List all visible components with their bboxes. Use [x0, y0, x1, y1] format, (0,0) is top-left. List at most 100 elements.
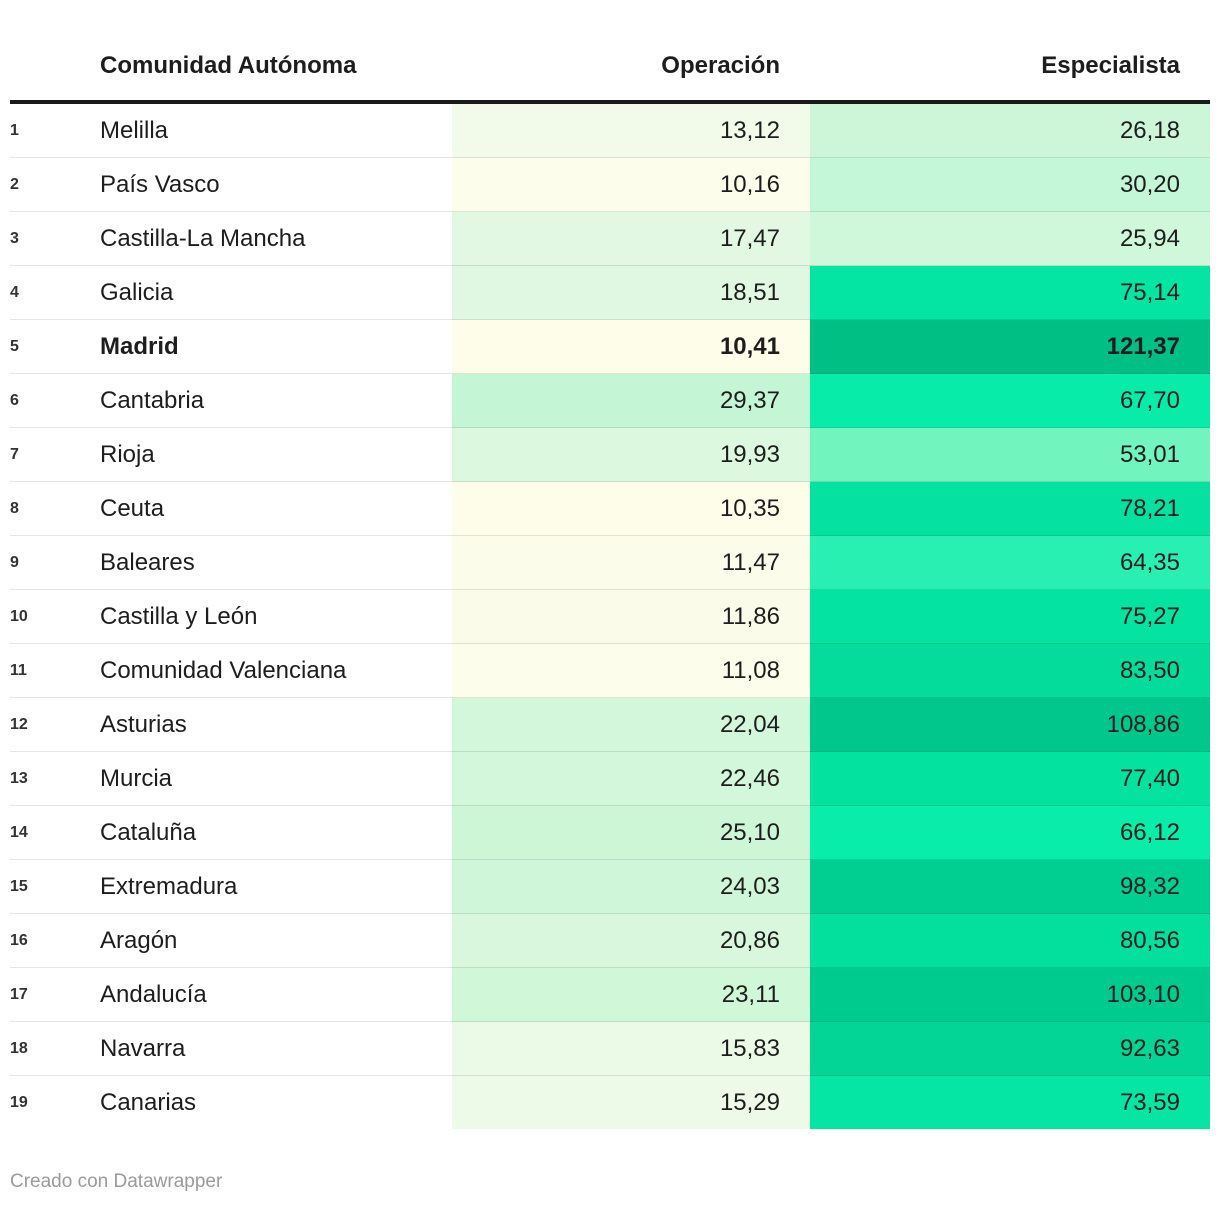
table-row: 19 Canarias 15,29 73,59	[10, 1075, 1210, 1129]
name-cell: Cantabria	[100, 373, 452, 428]
operacion-cell: 13,12	[452, 102, 810, 158]
especialista-cell: 92,63	[810, 1021, 1210, 1076]
operacion-cell: 22,04	[452, 697, 810, 752]
especialista-cell: 73,59	[810, 1075, 1210, 1129]
name-cell: Baleares	[100, 535, 452, 590]
rank-cell: 14	[10, 805, 100, 860]
operacion-cell: 17,47	[452, 211, 810, 266]
especialista-cell: 64,35	[810, 535, 1210, 590]
name-cell: Extremadura	[100, 859, 452, 914]
table-row: 10 Castilla y León 11,86 75,27	[10, 589, 1210, 644]
table-row: 3 Castilla-La Mancha 17,47 25,94	[10, 211, 1210, 266]
table-row: 4 Galicia 18,51 75,14	[10, 265, 1210, 320]
operacion-cell: 15,29	[452, 1075, 810, 1129]
rank-cell: 12	[10, 697, 100, 752]
name-cell: País Vasco	[100, 157, 452, 212]
column-header-especialista: Especialista	[810, 30, 1210, 104]
operacion-cell: 10,41	[452, 319, 810, 374]
name-cell: Canarias	[100, 1075, 452, 1129]
name-cell: Navarra	[100, 1021, 452, 1076]
table-row: 2 País Vasco 10,16 30,20	[10, 157, 1210, 212]
rank-cell: 8	[10, 481, 100, 536]
name-cell: Ceuta	[100, 481, 452, 536]
datawrapper-table-chart: Comunidad Autónoma Operación Especialist…	[0, 30, 1220, 1193]
operacion-cell: 11,86	[452, 589, 810, 644]
name-cell: Cataluña	[100, 805, 452, 860]
especialista-cell: 30,20	[810, 157, 1210, 212]
table-row: 6 Cantabria 29,37 67,70	[10, 373, 1210, 428]
rank-cell: 13	[10, 751, 100, 806]
name-cell: Comunidad Valenciana	[100, 643, 452, 698]
rank-cell: 11	[10, 643, 100, 698]
heatmap-table: Comunidad Autónoma Operación Especialist…	[10, 30, 1210, 1129]
especialista-cell: 108,86	[810, 697, 1210, 752]
name-cell: Castilla y León	[100, 589, 452, 644]
especialista-cell: 75,27	[810, 589, 1210, 644]
rank-cell: 6	[10, 373, 100, 428]
especialista-cell: 66,12	[810, 805, 1210, 860]
operacion-cell: 29,37	[452, 373, 810, 428]
operacion-cell: 25,10	[452, 805, 810, 860]
table-row: 1 Melilla 13,12 26,18	[10, 102, 1210, 158]
rank-cell: 10	[10, 589, 100, 644]
rank-cell: 15	[10, 859, 100, 914]
table-row: 13 Murcia 22,46 77,40	[10, 751, 1210, 806]
rank-cell: 5	[10, 319, 100, 374]
name-cell: Murcia	[100, 751, 452, 806]
especialista-cell: 98,32	[810, 859, 1210, 914]
table-row: 15 Extremadura 24,03 98,32	[10, 859, 1210, 914]
table-row: 11 Comunidad Valenciana 11,08 83,50	[10, 643, 1210, 698]
datawrapper-credit-link[interactable]: Creado con Datawrapper	[10, 1171, 223, 1192]
name-cell: Rioja	[100, 427, 452, 482]
name-cell: Andalucía	[100, 967, 452, 1022]
rank-cell: 16	[10, 913, 100, 968]
column-header-rank	[10, 30, 100, 104]
name-cell: Melilla	[100, 116, 169, 144]
table-row: 17 Andalucía 23,11 103,10	[10, 967, 1210, 1022]
rank-cell: 9	[10, 535, 100, 590]
table-row: 5 Madrid 10,41 121,37	[10, 319, 1210, 374]
name-cell: Galicia	[100, 265, 452, 320]
column-header-operacion: Operación	[452, 30, 810, 104]
rank-cell: 1	[10, 121, 19, 139]
name-cell: Aragón	[100, 913, 452, 968]
table-row: 16 Aragón 20,86 80,56	[10, 913, 1210, 968]
column-header-comunidad: Comunidad Autónoma	[100, 30, 452, 104]
operacion-cell: 24,03	[452, 859, 810, 914]
especialista-cell: 67,70	[810, 373, 1210, 428]
especialista-cell: 26,18	[810, 102, 1210, 158]
rank-cell: 3	[10, 211, 100, 266]
table-row: 18 Navarra 15,83 92,63	[10, 1021, 1210, 1076]
especialista-cell: 75,14	[810, 265, 1210, 320]
table-row: 14 Cataluña 25,10 66,12	[10, 805, 1210, 860]
especialista-cell: 121,37	[810, 319, 1210, 374]
table-body: 1 Melilla 13,12 26,18 2 País Vasco 10,16…	[10, 102, 1210, 1129]
operacion-cell: 15,83	[452, 1021, 810, 1076]
operacion-cell: 23,11	[452, 967, 810, 1022]
table-row: 7 Rioja 19,93 53,01	[10, 427, 1210, 482]
especialista-cell: 53,01	[810, 427, 1210, 482]
operacion-cell: 19,93	[452, 427, 810, 482]
especialista-cell: 25,94	[810, 211, 1210, 266]
operacion-cell: 10,16	[452, 157, 810, 212]
especialista-cell: 83,50	[810, 643, 1210, 698]
rank-cell: 7	[10, 427, 100, 482]
especialista-cell: 77,40	[810, 751, 1210, 806]
operacion-cell: 18,51	[452, 265, 810, 320]
name-cell: Madrid	[100, 319, 452, 374]
operacion-cell: 11,08	[452, 643, 810, 698]
operacion-cell: 20,86	[452, 913, 810, 968]
table-header: Comunidad Autónoma Operación Especialist…	[10, 30, 1210, 104]
name-cell: Asturias	[100, 697, 452, 752]
rank-cell: 18	[10, 1021, 100, 1076]
operacion-cell: 22,46	[452, 751, 810, 806]
operacion-cell: 11,47	[452, 535, 810, 590]
especialista-cell: 78,21	[810, 481, 1210, 536]
table-row: 12 Asturias 22,04 108,86	[10, 697, 1210, 752]
table-row: 9 Baleares 11,47 64,35	[10, 535, 1210, 590]
especialista-cell: 103,10	[810, 967, 1210, 1022]
especialista-cell: 80,56	[810, 913, 1210, 968]
rank-cell: 17	[10, 967, 100, 1022]
rank-cell: 4	[10, 265, 100, 320]
table-row: 8 Ceuta 10,35 78,21	[10, 481, 1210, 536]
